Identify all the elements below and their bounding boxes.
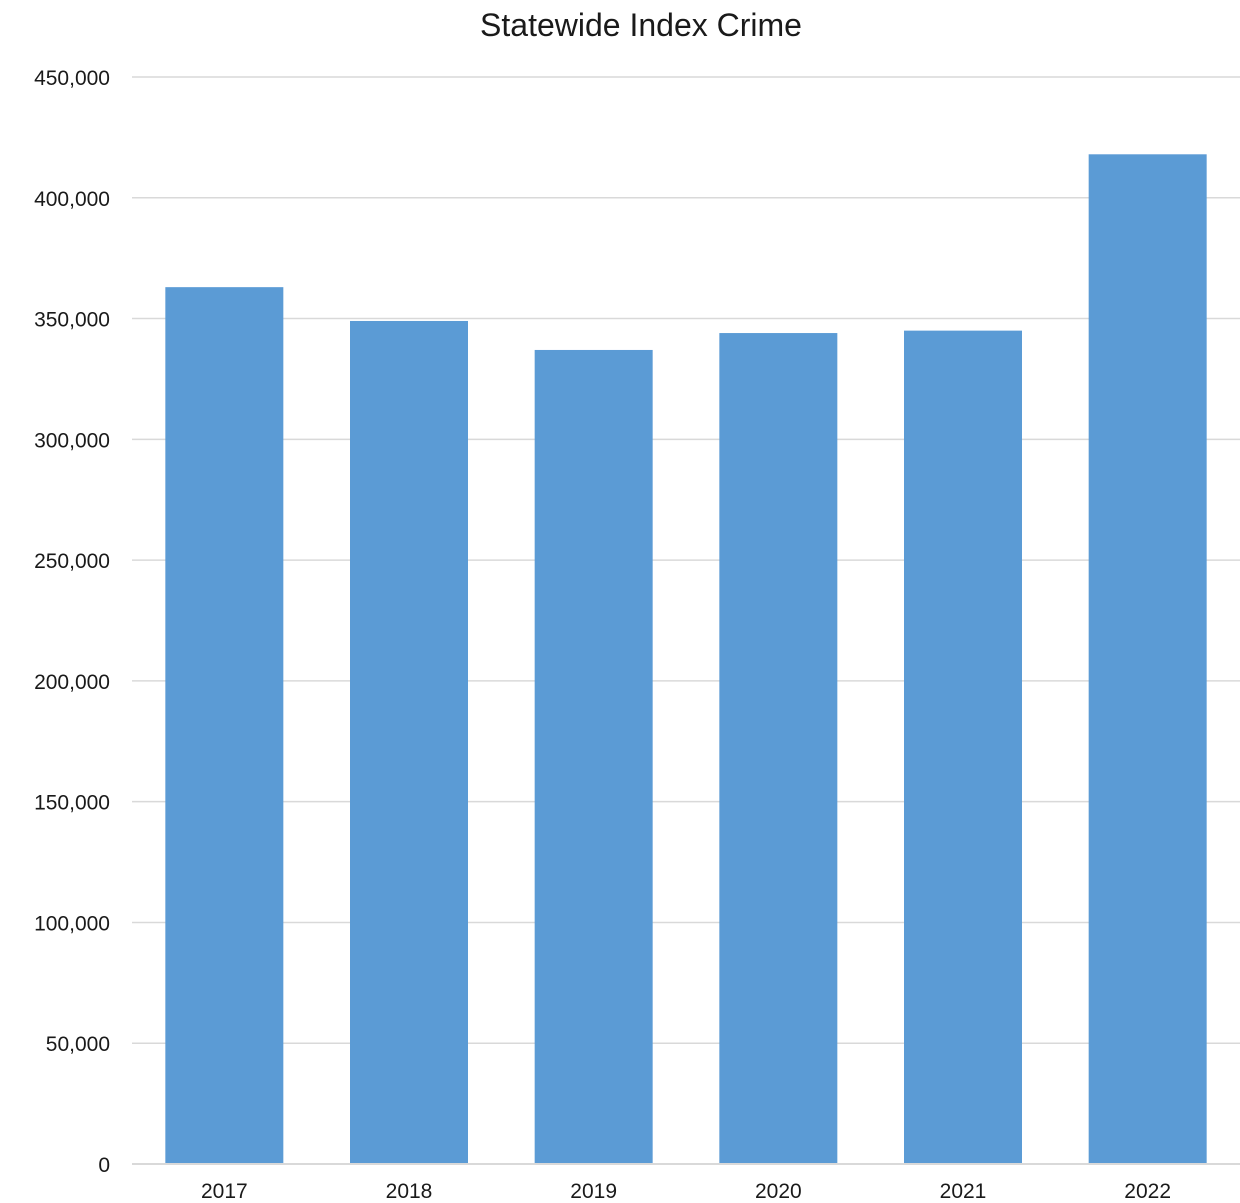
y-tick-label: 50,000 [46,1033,110,1056]
y-tick-label: 350,000 [34,309,110,332]
y-tick-label: 300,000 [34,429,110,452]
bars [165,154,1207,1165]
bar-2017 [165,287,284,1164]
x-tick-label-2020: 2020 [755,1180,802,1203]
y-tick-label: 150,000 [34,792,110,815]
y-tick-label: 100,000 [34,912,110,935]
y-tick-label: 250,000 [34,550,110,573]
chart-title: Statewide Index Crime [480,7,802,43]
bar-2018 [350,320,468,1165]
y-axis-tick-labels: 0 50,000 100,000 150,000 200,000 250,000 300,0… [34,67,110,1177]
x-tick-label-2022: 2022 [1124,1180,1171,1203]
y-tick-label: 0 [98,1154,110,1177]
x-axis-tick-labels: 2017 2018 2019 2020 2021 2022 [201,1180,1171,1203]
gridlines [132,76,1240,1044]
y-tick-label: 200,000 [34,671,110,694]
x-tick-label-2021: 2021 [940,1180,987,1203]
x-tick-label-2018: 2018 [386,1180,433,1203]
x-tick-label-2019: 2019 [570,1180,617,1203]
x-tick-label-2017: 2017 [201,1180,248,1203]
bar-2021 [904,330,1022,1165]
bar-2019 [534,349,653,1164]
bar-2022 [1088,154,1207,1164]
y-tick-label: 400,000 [34,188,110,211]
y-tick-label: 450,000 [34,67,110,90]
bar-2020 [719,333,838,1164]
